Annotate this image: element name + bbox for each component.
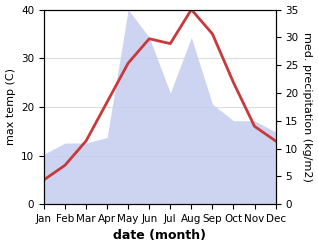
Y-axis label: max temp (C): max temp (C) <box>5 68 16 145</box>
Y-axis label: med. precipitation (kg/m2): med. precipitation (kg/m2) <box>302 32 313 182</box>
X-axis label: date (month): date (month) <box>113 229 206 243</box>
